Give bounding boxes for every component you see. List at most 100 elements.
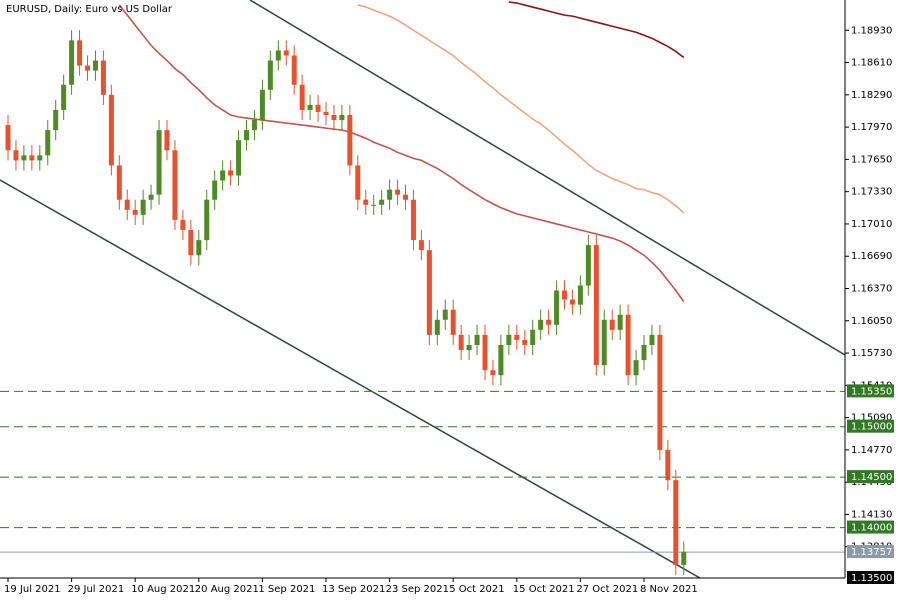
candle-body	[657, 334, 663, 450]
candle-body	[395, 189, 401, 195]
candle-body	[283, 50, 289, 56]
candle-body	[251, 120, 257, 131]
candle-body	[593, 245, 599, 366]
candle-body	[92, 60, 98, 71]
x-tick-label: 23 Sep 2021	[386, 584, 449, 595]
candle-body	[617, 314, 623, 330]
candle-body	[387, 189, 393, 200]
candle-body	[633, 360, 639, 376]
candle-body	[665, 449, 671, 481]
candle-body	[506, 334, 512, 345]
candle-body	[450, 309, 456, 335]
y-tick-label: 1.14770	[851, 445, 892, 456]
candle-body	[228, 170, 234, 176]
x-tick-label: 27 Oct 2021	[576, 584, 638, 595]
candle-body	[585, 245, 591, 286]
candle-body	[140, 199, 146, 215]
candle-body	[164, 130, 170, 151]
x-tick-label: 8 Nov 2021	[640, 584, 698, 595]
candle-body	[442, 309, 448, 320]
candle-body	[601, 319, 607, 366]
candle-body	[569, 299, 575, 305]
candle-body	[434, 319, 440, 335]
candle-body	[681, 551, 687, 565]
candle-body	[61, 84, 67, 110]
candle-body	[562, 290, 567, 300]
candle-body	[156, 130, 162, 195]
candle-body	[355, 165, 361, 200]
candle-body	[418, 240, 424, 251]
level-label-box	[847, 520, 894, 534]
candle-body	[426, 250, 432, 335]
candle-body	[673, 480, 679, 565]
x-tick-label: 5 Oct 2021	[449, 584, 504, 595]
level-label: 1.14500	[851, 472, 892, 483]
level-label: 1.13757	[851, 547, 892, 558]
candle-body	[85, 65, 90, 71]
level-label: 1.14000	[851, 523, 892, 534]
candle-body	[315, 104, 321, 112]
candle-body	[331, 114, 337, 121]
candle-body	[5, 125, 11, 151]
candle-body	[458, 334, 464, 351]
candle-body	[196, 240, 202, 256]
candle-body	[275, 50, 281, 61]
candle-body	[77, 40, 83, 66]
candle-body	[204, 199, 210, 241]
candle-body	[148, 194, 154, 200]
candle-body	[625, 314, 631, 376]
candle-body	[546, 319, 552, 325]
candle-body	[236, 140, 242, 176]
x-tick-label: 1 Sep 2021	[258, 584, 315, 595]
y-tick-label: 1.18610	[851, 58, 892, 69]
y-tick-label: 1.18930	[851, 25, 892, 36]
candle-body	[403, 194, 408, 200]
candle-body	[299, 84, 305, 110]
moving-average	[118, 4, 685, 303]
candle-body	[538, 319, 544, 330]
candle-body	[108, 94, 114, 166]
level-label-box	[847, 419, 894, 433]
level-label-box	[847, 571, 894, 584]
candle-body	[371, 204, 377, 206]
candle-body	[188, 229, 194, 256]
candle-body	[53, 109, 59, 131]
candle-body	[347, 114, 353, 166]
level-label-box	[847, 545, 894, 559]
chart-title: EURUSD, Daily: Euro vs US Dollar	[6, 4, 173, 15]
x-tick-label: 20 Aug 2021	[195, 584, 259, 595]
candle-body	[339, 114, 345, 121]
x-tick-label: 10 Aug 2021	[131, 584, 195, 595]
y-tick-label: 1.14130	[851, 509, 892, 520]
candle-body	[212, 180, 218, 200]
candle-body	[641, 344, 647, 361]
candle-body	[498, 344, 504, 376]
candle-body	[13, 150, 19, 161]
plot-area	[0, 0, 845, 578]
candle-body	[410, 199, 416, 241]
y-tick-label: 1.15090	[851, 413, 892, 424]
candle-body	[100, 60, 106, 95]
level-label-box	[847, 470, 894, 484]
moving-average	[357, 4, 685, 214]
y-tick-label: 1.17650	[851, 154, 892, 165]
x-tick-label: 29 Jul 2021	[68, 584, 125, 595]
candle-body	[490, 370, 496, 376]
candle-body	[474, 334, 480, 345]
candle-body	[45, 130, 51, 156]
candle-body	[37, 155, 43, 161]
candle-body	[363, 199, 369, 205]
x-tick-label: 13 Sep 2021	[322, 584, 385, 595]
x-tick-label: 19 Jul 2021	[4, 584, 61, 595]
candle-body	[124, 199, 130, 210]
candle-body	[522, 339, 528, 345]
level-label-box	[847, 384, 894, 398]
y-tick-label: 1.15730	[851, 348, 892, 359]
level-label: 1.15000	[851, 422, 892, 433]
candle-body	[649, 334, 655, 345]
candle-body	[29, 155, 35, 161]
x-tick-label: 15 Oct 2021	[513, 584, 575, 595]
y-tick-label: 1.16050	[851, 316, 892, 327]
level-label: 1.13500	[851, 573, 892, 584]
y-tick-label: 1.17970	[851, 122, 892, 133]
